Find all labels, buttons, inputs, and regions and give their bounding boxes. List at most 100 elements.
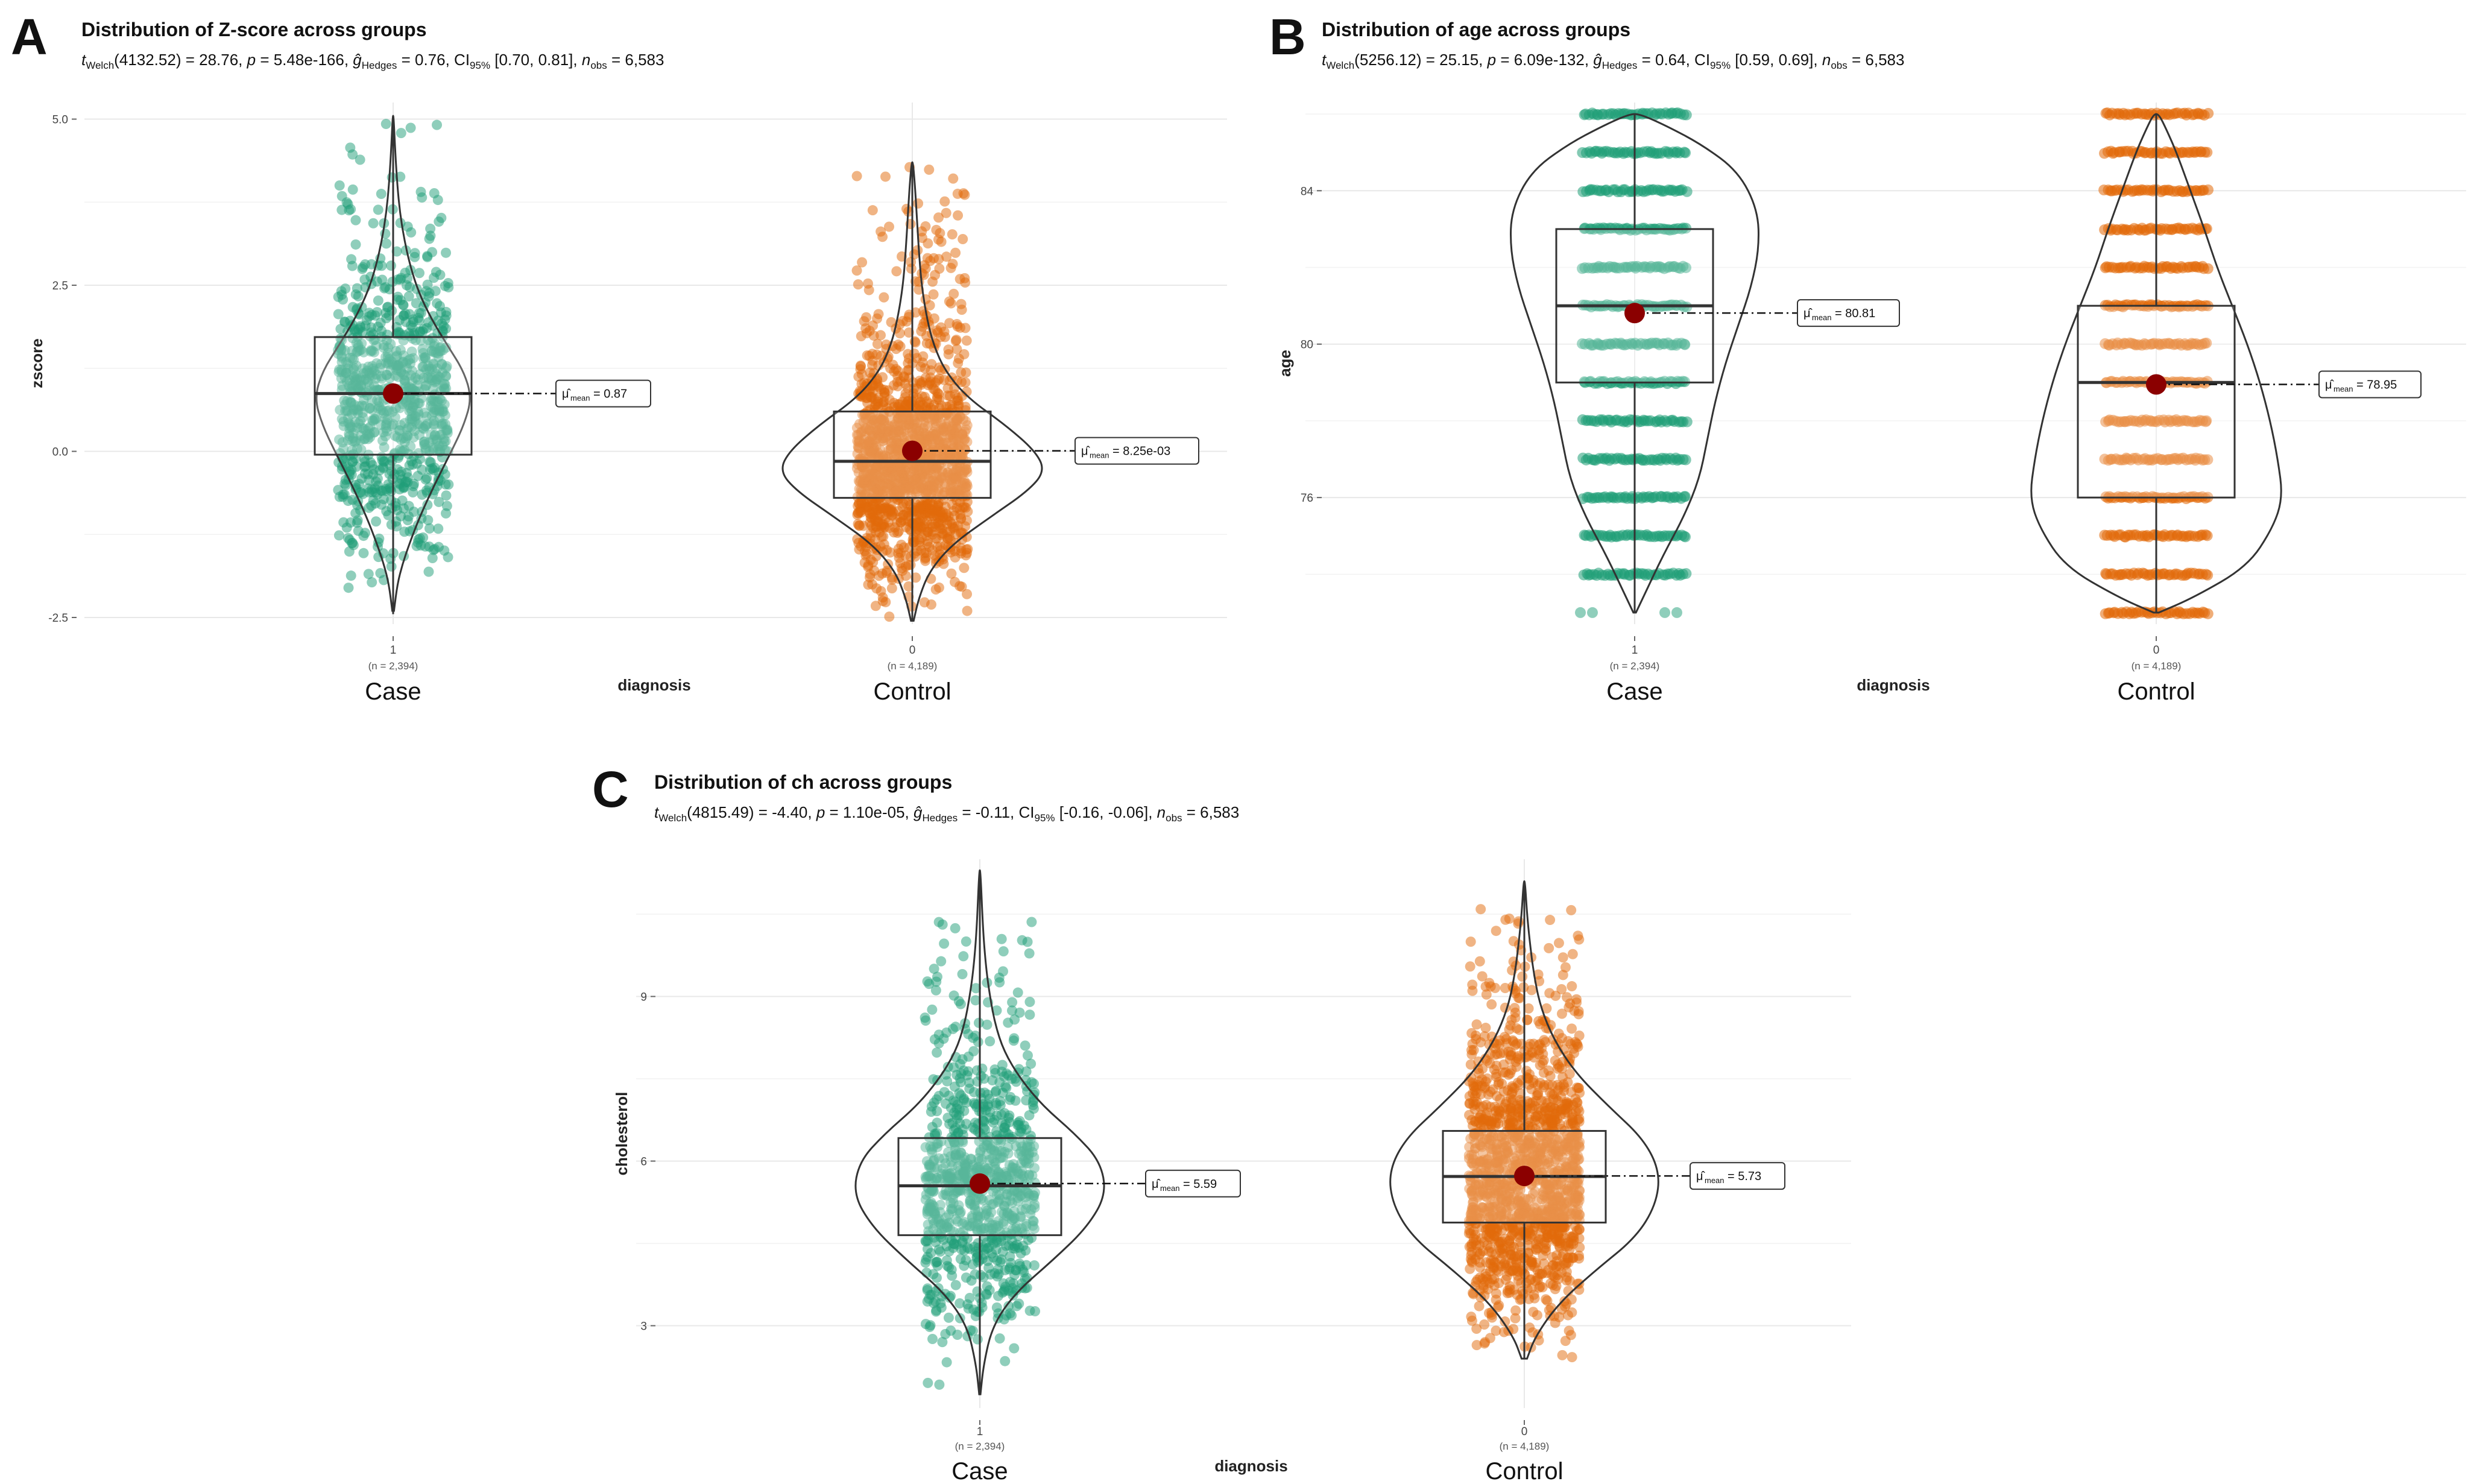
data-point	[853, 519, 863, 529]
data-point	[953, 210, 964, 221]
data-point	[441, 247, 452, 258]
data-point	[334, 491, 345, 502]
data-point	[423, 515, 434, 526]
data-point	[401, 467, 412, 478]
data-point	[347, 435, 358, 446]
data-point	[963, 1066, 974, 1077]
data-point	[1680, 568, 1692, 579]
data-point	[333, 367, 344, 377]
data-point	[919, 597, 930, 608]
data-point	[368, 495, 379, 506]
data-point	[1021, 1272, 1032, 1283]
data-point	[429, 406, 440, 417]
data-point	[425, 457, 436, 468]
chart-subtitle: tWelch(4815.49) = -4.40, p = 1.10e-05, ĝ…	[654, 803, 1239, 824]
data-point	[352, 443, 362, 454]
x-axis-title: diagnosis	[1214, 1457, 1287, 1475]
data-point	[414, 398, 425, 409]
data-point	[894, 399, 904, 410]
data-point	[393, 274, 403, 285]
data-point	[432, 363, 443, 374]
data-point	[423, 373, 434, 384]
data-point	[982, 1243, 993, 1254]
data-point	[376, 189, 387, 200]
data-point	[862, 278, 873, 289]
subtitle-part: = 6,583	[607, 51, 664, 69]
data-point	[961, 335, 972, 346]
data-point	[439, 545, 450, 556]
data-point	[2202, 569, 2214, 581]
data-point	[1000, 1356, 1011, 1366]
data-point	[399, 526, 410, 537]
data-point	[340, 463, 351, 473]
x-axis-title: diagnosis	[617, 676, 690, 694]
data-point	[345, 142, 356, 153]
subtitle-part: Hedges	[362, 60, 397, 71]
data-point	[356, 338, 367, 349]
data-point	[355, 154, 365, 165]
data-point	[404, 382, 415, 393]
data-point	[333, 309, 344, 320]
data-point	[360, 259, 371, 270]
subtitle-part: [-0.16, -0.06],	[1055, 803, 1157, 821]
data-point	[884, 611, 895, 622]
data-point	[942, 1076, 953, 1087]
mean-label: μ̂ mean = 80.81	[1797, 299, 1900, 327]
data-point	[340, 405, 351, 416]
data-point	[966, 1275, 977, 1286]
data-point	[860, 323, 871, 333]
data-point	[909, 249, 920, 260]
data-point	[1009, 1014, 1020, 1025]
subtitle-part: Hedges	[922, 812, 958, 824]
data-point	[375, 567, 386, 578]
data-point	[1014, 1258, 1025, 1269]
data-point	[427, 247, 438, 257]
data-point	[985, 1036, 996, 1047]
data-point	[1021, 1066, 1032, 1077]
data-point	[936, 236, 947, 247]
data-point	[935, 228, 945, 239]
data-point	[927, 1004, 938, 1015]
data-point	[932, 1047, 942, 1058]
data-point	[851, 171, 862, 182]
subtitle-part: p	[1487, 51, 1496, 69]
data-point	[405, 320, 416, 331]
data-point	[399, 311, 409, 321]
data-point	[920, 552, 931, 563]
data-point	[955, 999, 966, 1009]
data-point	[877, 232, 888, 242]
data-point	[406, 346, 417, 357]
data-point	[871, 583, 882, 594]
subtitle-part: [0.70, 0.81],	[490, 51, 582, 69]
data-point	[963, 1303, 974, 1314]
mean-label: μ̂ mean = 5.59	[1145, 1169, 1241, 1198]
data-point	[1679, 491, 1691, 502]
data-point	[892, 365, 903, 376]
data-point	[932, 971, 942, 982]
data-point	[953, 401, 964, 412]
data-point	[951, 334, 962, 345]
data-point	[998, 946, 1009, 957]
data-point	[341, 197, 352, 208]
data-point	[937, 1337, 948, 1348]
data-point	[353, 383, 364, 394]
data-point	[1007, 1283, 1018, 1293]
data-point	[378, 408, 389, 419]
data-point	[961, 367, 971, 378]
data-point	[396, 128, 406, 139]
mean-point	[1624, 303, 1645, 324]
data-point	[982, 1019, 992, 1030]
data-point	[443, 277, 453, 288]
panel-c: C Distribution of ch across groupstWelch(…	[592, 761, 1851, 1484]
data-point	[924, 164, 935, 175]
data-point	[953, 358, 964, 368]
data-point	[962, 605, 973, 616]
data-point	[400, 476, 411, 487]
data-point	[434, 216, 444, 227]
data-point	[347, 353, 358, 364]
data-point	[372, 395, 383, 406]
chart-title: Distribution of ch across groups	[654, 771, 952, 793]
data-point	[406, 456, 417, 467]
data-point	[908, 388, 919, 399]
data-point	[418, 437, 429, 447]
